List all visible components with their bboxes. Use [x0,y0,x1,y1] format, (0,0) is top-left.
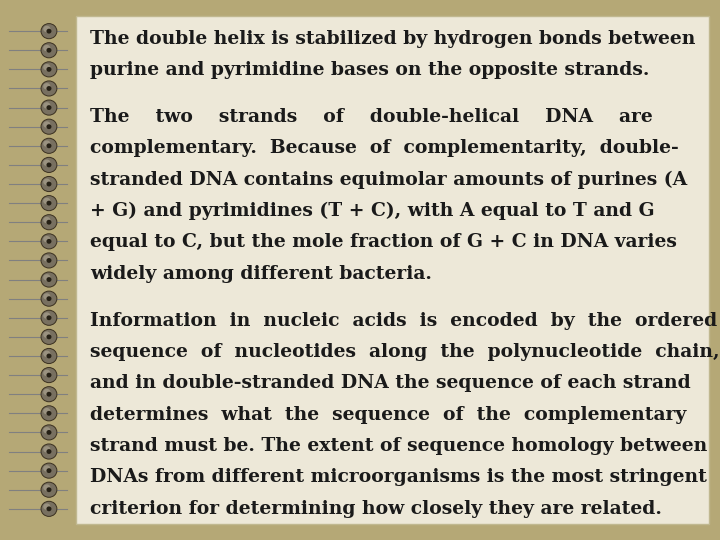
Ellipse shape [41,177,57,192]
Ellipse shape [43,503,50,510]
Ellipse shape [41,24,57,39]
Ellipse shape [41,329,57,345]
Ellipse shape [41,501,57,516]
Ellipse shape [41,138,57,153]
Ellipse shape [46,67,52,72]
Text: DNAs from different microorganisms is the most stringent: DNAs from different microorganisms is th… [90,468,707,486]
Ellipse shape [46,430,52,435]
Ellipse shape [46,373,52,377]
Text: purine and pyrimidine bases on the opposite strands.: purine and pyrimidine bases on the oppos… [90,61,649,79]
Ellipse shape [46,411,52,416]
Text: complementary.  Because  of  complementarity,  double-: complementary. Because of complementarit… [90,139,679,157]
Ellipse shape [41,119,57,134]
Ellipse shape [41,234,57,249]
Ellipse shape [43,427,50,434]
Ellipse shape [43,465,50,472]
Ellipse shape [43,217,50,224]
Text: criterion for determining how closely they are related.: criterion for determining how closely th… [90,500,662,517]
Ellipse shape [43,26,50,32]
Ellipse shape [41,62,57,77]
Ellipse shape [41,272,57,287]
Ellipse shape [46,449,52,454]
Ellipse shape [41,482,57,497]
Ellipse shape [46,507,52,511]
Ellipse shape [46,258,52,263]
FancyBboxPatch shape [76,16,709,524]
Ellipse shape [41,195,57,211]
Ellipse shape [43,484,50,491]
Ellipse shape [46,201,52,206]
Ellipse shape [41,368,57,383]
Ellipse shape [41,425,57,440]
Ellipse shape [43,102,50,109]
Text: sequence  of  nucleotides  along  the  polynucleotide  chain,: sequence of nucleotides along the polynu… [90,343,719,361]
Ellipse shape [46,239,52,244]
Ellipse shape [43,64,50,70]
Ellipse shape [41,81,57,96]
Ellipse shape [41,215,57,230]
Ellipse shape [43,122,50,128]
Ellipse shape [41,291,57,306]
Ellipse shape [43,179,50,185]
Ellipse shape [41,444,57,459]
Ellipse shape [41,463,57,478]
Ellipse shape [46,354,52,359]
Ellipse shape [43,274,50,281]
Ellipse shape [43,140,50,147]
Ellipse shape [46,143,52,148]
Text: widely among different bacteria.: widely among different bacteria. [90,265,432,282]
Ellipse shape [41,387,57,402]
Ellipse shape [46,392,52,396]
Ellipse shape [43,350,50,357]
Ellipse shape [41,100,57,115]
Ellipse shape [43,446,50,453]
Ellipse shape [46,487,52,492]
Text: stranded DNA contains equimolar amounts of purines (A: stranded DNA contains equimolar amounts … [90,171,687,189]
Ellipse shape [41,157,57,172]
Ellipse shape [46,181,52,186]
Ellipse shape [46,468,52,473]
Ellipse shape [46,334,52,339]
Ellipse shape [41,253,57,268]
Ellipse shape [43,408,50,414]
Ellipse shape [43,236,50,242]
Ellipse shape [43,159,50,166]
Text: determines  what  the  sequence  of  the  complementary: determines what the sequence of the comp… [90,406,686,423]
Ellipse shape [46,86,52,91]
Ellipse shape [43,255,50,261]
Ellipse shape [43,332,50,338]
Ellipse shape [43,293,50,300]
Ellipse shape [43,45,50,51]
Text: strand must be. The extent of sequence homology between: strand must be. The extent of sequence h… [90,437,707,455]
Text: Information  in  nucleic  acids  is  encoded  by  the  ordered: Information in nucleic acids is encoded … [90,312,717,329]
Ellipse shape [46,220,52,225]
Ellipse shape [46,163,52,167]
Ellipse shape [41,43,57,58]
Text: and in double-stranded DNA the sequence of each strand: and in double-stranded DNA the sequence … [90,374,690,392]
Ellipse shape [43,389,50,395]
Text: The double helix is stabilized by hydrogen bonds between: The double helix is stabilized by hydrog… [90,30,696,48]
Ellipse shape [46,315,52,320]
Ellipse shape [41,348,57,363]
Text: equal to C, but the mole fraction of G + C in DNA varies: equal to C, but the mole fraction of G +… [90,233,677,251]
Ellipse shape [46,277,52,282]
Ellipse shape [43,198,50,204]
Ellipse shape [46,48,52,53]
Text: The    two    strands    of    double-helical    DNA    are: The two strands of double-helical DNA ar… [90,108,653,126]
Ellipse shape [43,370,50,376]
Text: + G) and pyrimidines (T + C), with A equal to T and G: + G) and pyrimidines (T + C), with A equ… [90,202,654,220]
Ellipse shape [41,310,57,325]
Ellipse shape [46,124,52,129]
Ellipse shape [46,29,52,33]
Ellipse shape [41,406,57,421]
Ellipse shape [43,83,50,90]
Ellipse shape [43,312,50,319]
Ellipse shape [46,296,52,301]
Ellipse shape [46,105,52,110]
